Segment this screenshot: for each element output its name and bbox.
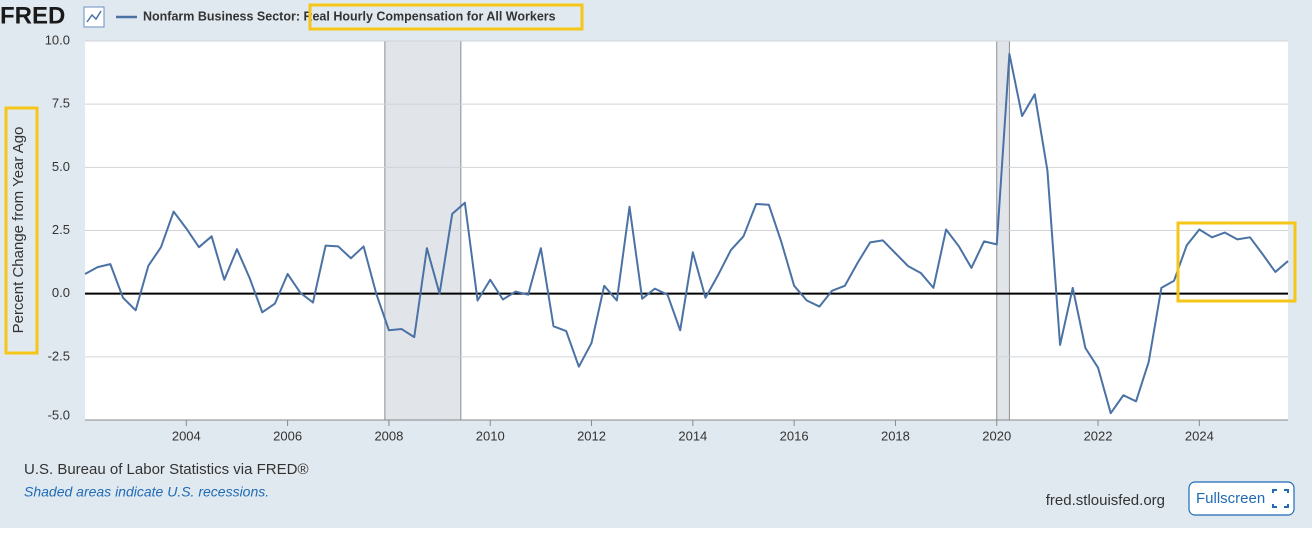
legend-label: Nonfarm Business Sector: Real Hourly Com… <box>143 9 556 23</box>
y-axis-label: Percent Change from Year Ago <box>10 127 27 334</box>
x-tick-label: 2004 <box>172 428 201 443</box>
recession-note: Shaded areas indicate U.S. recessions. <box>24 484 269 500</box>
y-tick-label: 7.5 <box>52 96 70 111</box>
x-tick-label: 2012 <box>577 428 606 443</box>
fred-logo: FRED <box>0 2 65 29</box>
x-tick-label: 2018 <box>881 428 910 443</box>
x-tick-label: 2020 <box>982 428 1011 443</box>
site-link[interactable]: fred.stlouisfed.org <box>1046 492 1165 509</box>
fullscreen-icon[interactable] <box>1272 489 1289 508</box>
highlight-box <box>4 106 39 355</box>
y-tick-label: 0.0 <box>52 285 70 300</box>
y-tick-label: 5.0 <box>52 159 70 174</box>
fullscreen-label[interactable]: Fullscreen <box>1196 490 1265 507</box>
highlight-box <box>308 3 584 31</box>
y-tick-label: -2.5 <box>48 348 70 363</box>
y-tick-label: -5.0 <box>48 407 70 422</box>
y-tick-label: 2.5 <box>52 222 70 237</box>
x-tick-label: 2022 <box>1084 428 1113 443</box>
x-tick-label: 2006 <box>273 428 302 443</box>
x-tick-label: 2016 <box>780 428 809 443</box>
logo-icon-line <box>86 10 102 23</box>
source-text: U.S. Bureau of Labor Statistics via FRED… <box>24 461 309 478</box>
x-tick-label: 2008 <box>374 428 403 443</box>
y-tick-label: 10.0 <box>45 32 70 47</box>
fullscreen-button[interactable] <box>1188 481 1295 516</box>
x-tick-label: 2010 <box>476 428 505 443</box>
series-line <box>84 52 1289 415</box>
x-tick-label: 2014 <box>678 428 707 443</box>
x-tick-label: 2024 <box>1185 428 1214 443</box>
highlight-box <box>1176 221 1297 303</box>
